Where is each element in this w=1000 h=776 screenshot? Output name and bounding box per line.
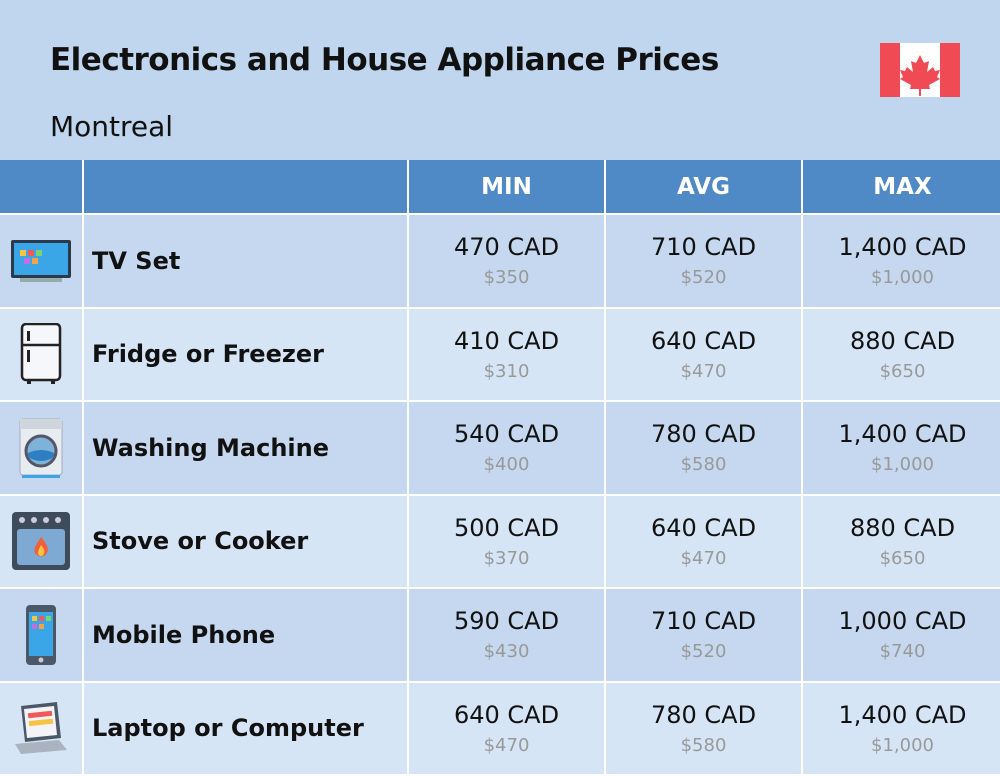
price-usd: $520	[680, 641, 727, 663]
row-label: Laptop or Computer	[84, 682, 407, 774]
flag	[880, 43, 960, 97]
row-label: Washing Machine	[84, 402, 407, 494]
price-cad: 640 CAD	[650, 326, 757, 355]
price-cad: 410 CAD	[453, 326, 560, 355]
row-label: Mobile Phone	[84, 589, 407, 681]
column-header: MIN	[409, 160, 604, 213]
price-cell: 1,000 CAD $740	[803, 589, 1000, 681]
column-header: MAX	[803, 160, 1000, 213]
price-cell: 1,400 CAD $1,000	[803, 402, 1000, 494]
price-cad: 880 CAD	[849, 326, 956, 355]
price-cell: 710 CAD $520	[606, 589, 801, 681]
price-usd: $370	[483, 547, 530, 569]
column-header: AVG	[606, 160, 801, 213]
row-label: TV Set	[84, 215, 407, 307]
price-cell: 640 CAD $470	[409, 682, 604, 774]
price-cad: 500 CAD	[453, 513, 560, 542]
price-cad: 640 CAD	[453, 700, 560, 729]
price-cell: 1,400 CAD $1,000	[803, 215, 1000, 307]
price-usd: $400	[483, 454, 530, 476]
price-usd: $1,000	[871, 734, 934, 756]
price-usd: $470	[483, 734, 530, 756]
row-label: Stove or Cooker	[84, 495, 407, 587]
price-cad: 710 CAD	[650, 607, 757, 636]
price-table: MIN AVG MAX TV Set 470 CAD $350 710 CAD $520 1,4…	[0, 160, 1000, 776]
price-cad: 880 CAD	[849, 513, 956, 542]
header-cell	[0, 160, 82, 213]
price-cell: 880 CAD $650	[803, 495, 1000, 587]
price-cad: 540 CAD	[453, 420, 560, 449]
price-usd: $650	[879, 360, 926, 382]
row-icon	[0, 215, 82, 307]
price-usd: $430	[483, 641, 530, 663]
price-cad: 640 CAD	[650, 513, 757, 542]
price-usd: $740	[879, 641, 926, 663]
price-cell: 500 CAD $370	[409, 495, 604, 587]
price-usd: $1,000	[871, 267, 934, 289]
price-cell: 540 CAD $400	[409, 402, 604, 494]
row-icon	[0, 495, 82, 587]
price-usd: $650	[879, 547, 926, 569]
price-cad: 1,000 CAD	[838, 607, 967, 636]
price-cad: 1,400 CAD	[838, 700, 967, 729]
row-label: Fridge or Freezer	[84, 308, 407, 400]
price-cad: 710 CAD	[650, 233, 757, 262]
row-icon	[0, 682, 82, 774]
price-cad: 590 CAD	[453, 607, 560, 636]
row-icon	[0, 589, 82, 681]
price-cell: 1,400 CAD $1,000	[803, 682, 1000, 774]
row-icon	[0, 402, 82, 494]
price-usd: $310	[483, 360, 530, 382]
price-usd: $520	[680, 267, 727, 289]
price-cell: 880 CAD $650	[803, 308, 1000, 400]
price-usd: $580	[680, 734, 727, 756]
price-cell: 640 CAD $470	[606, 308, 801, 400]
title: Electronics and House Appliance Prices	[50, 42, 719, 78]
price-usd: $580	[680, 454, 727, 476]
price-cad: 780 CAD	[650, 700, 757, 729]
price-usd: $1,000	[871, 454, 934, 476]
price-usd: $470	[680, 360, 727, 382]
price-cad: 470 CAD	[453, 233, 560, 262]
header-cell	[84, 160, 407, 213]
price-usd: $350	[483, 267, 530, 289]
price-cad: 1,400 CAD	[838, 420, 967, 449]
price-cell: 780 CAD $580	[606, 682, 801, 774]
price-usd: $470	[680, 547, 727, 569]
price-cell: 780 CAD $580	[606, 402, 801, 494]
price-cad: 780 CAD	[650, 420, 757, 449]
price-cell: 640 CAD $470	[606, 495, 801, 587]
price-cell: 710 CAD $520	[606, 215, 801, 307]
price-cell: 410 CAD $310	[409, 308, 604, 400]
row-icon	[0, 308, 82, 400]
subtitle: Montreal	[50, 110, 174, 143]
price-cad: 1,400 CAD	[838, 233, 967, 262]
price-cell: 590 CAD $430	[409, 589, 604, 681]
price-cell: 470 CAD $350	[409, 215, 604, 307]
